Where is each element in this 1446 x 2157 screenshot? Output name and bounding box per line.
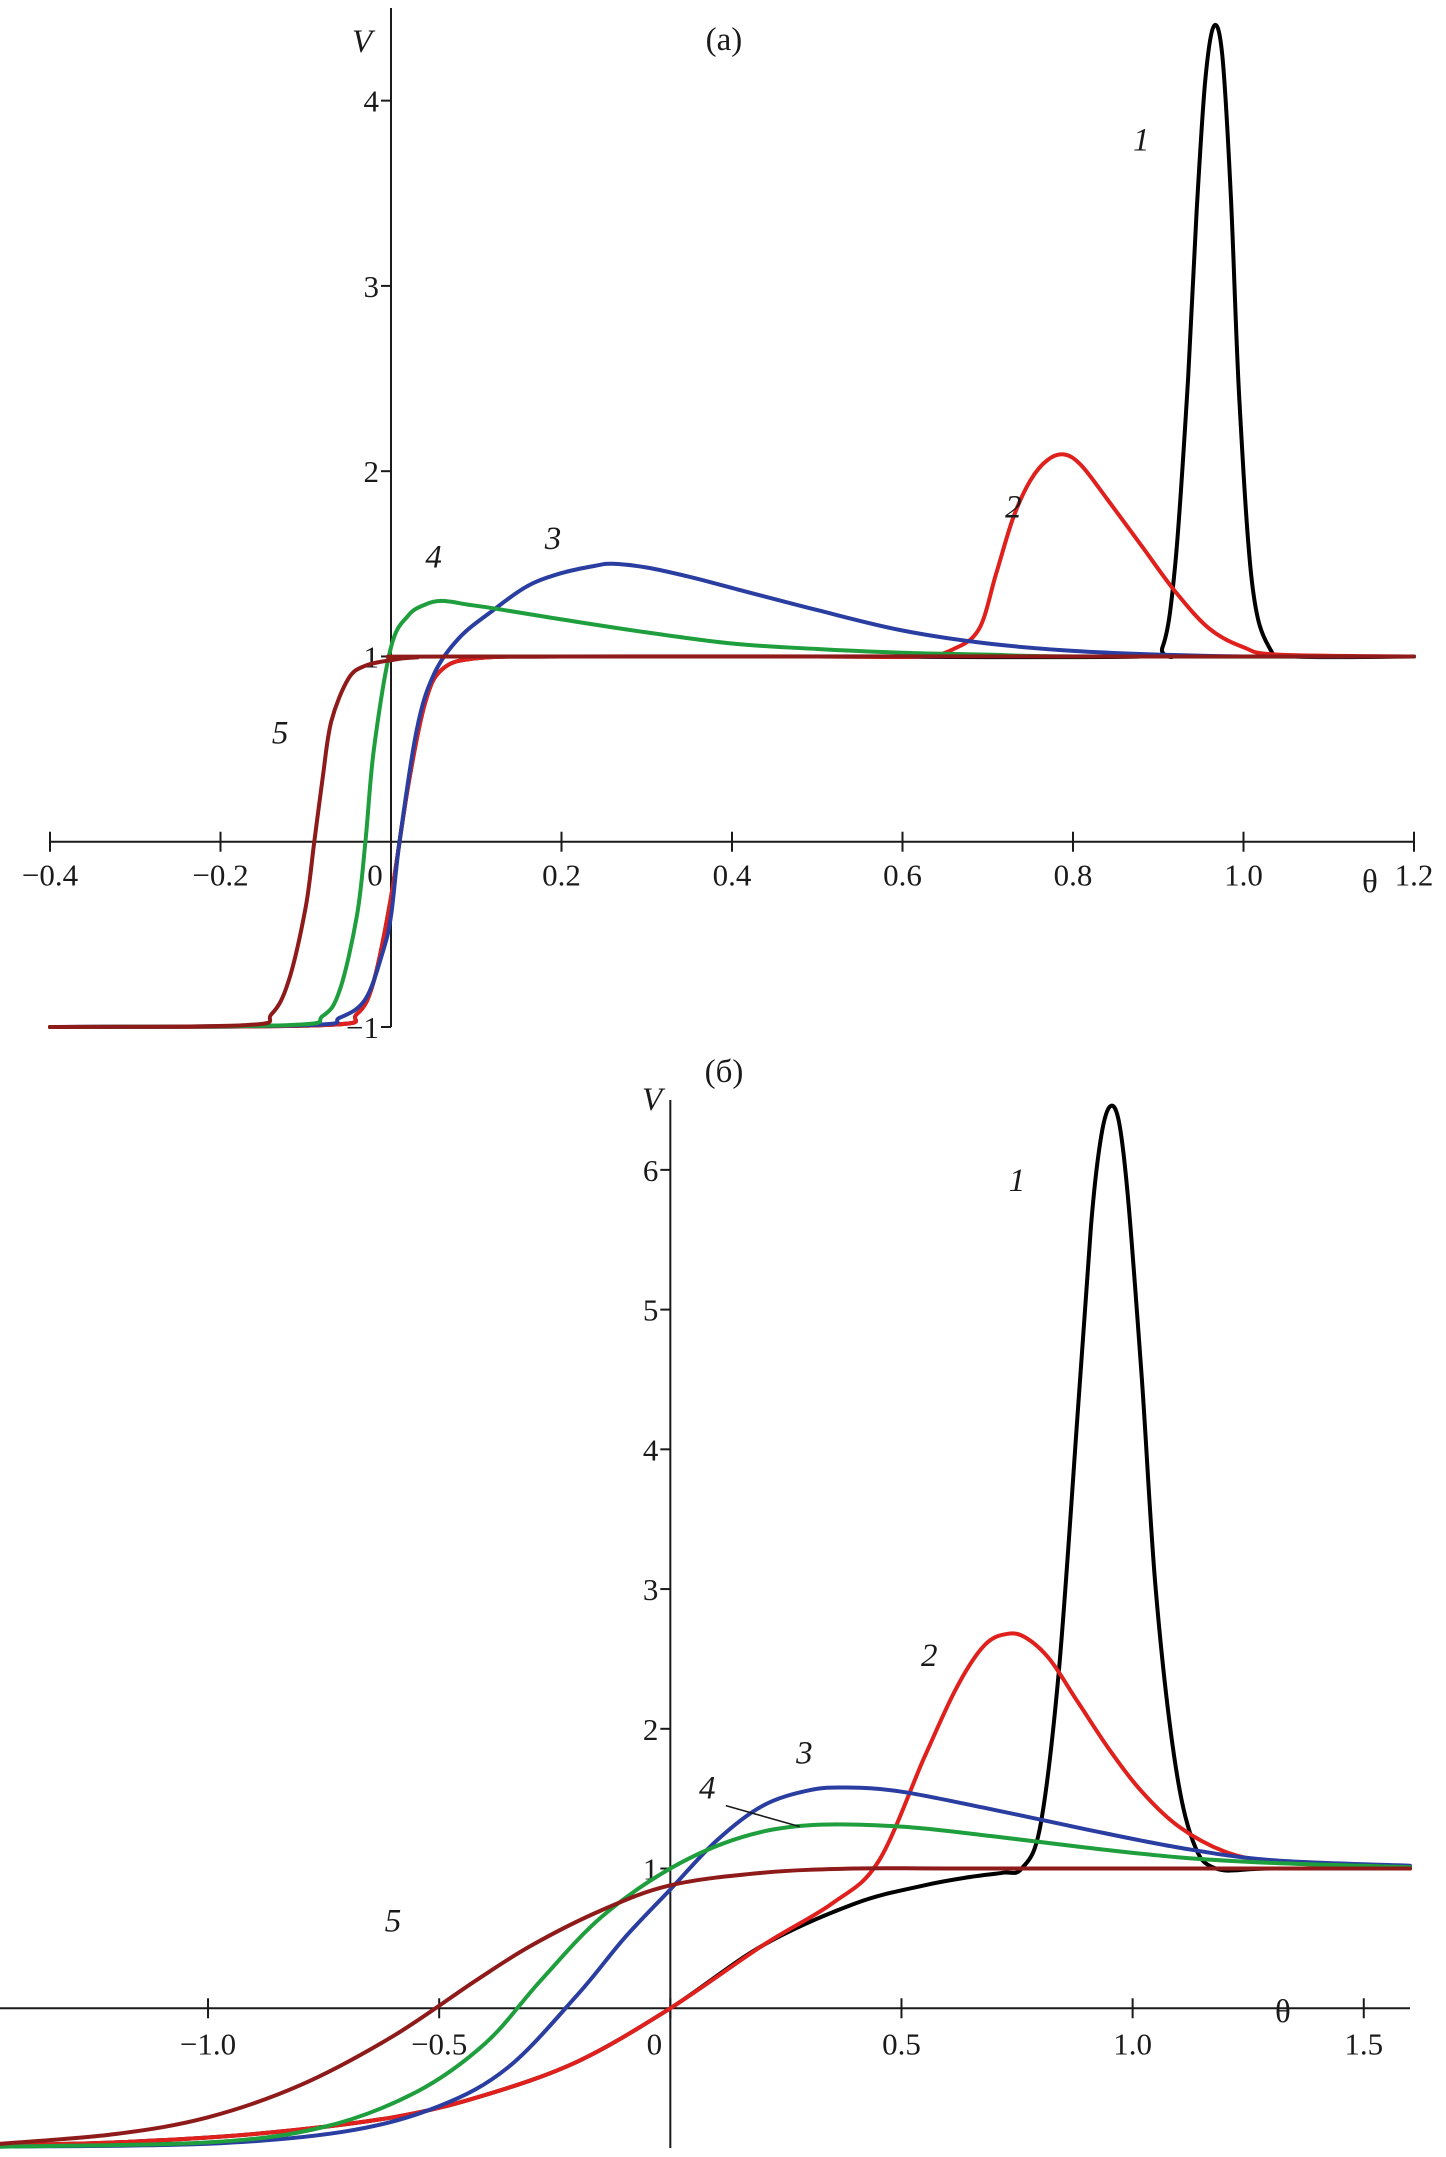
panel-a-x-tick-label: 0.4 — [713, 858, 752, 893]
panel-a-y-tick-label: −1 — [346, 1010, 379, 1045]
panel-a-curve-label-1: 1 — [1133, 123, 1150, 159]
panel-b-panel-label: (б) — [705, 1054, 744, 1090]
panel-b-curve-label-1: 1 — [1009, 1163, 1026, 1199]
panel-b-y-tick-label: 6 — [643, 1153, 659, 1188]
panel-b-x-tick-label: 0.5 — [882, 2026, 921, 2061]
panel-a-series-5-line — [48, 654, 1416, 1029]
panel-b-x-tick-label: 1.0 — [1113, 2026, 1152, 2061]
panel-a-y-tick-label: 4 — [364, 84, 380, 119]
panel-a-series-3-line — [48, 561, 1416, 1029]
panel-b-curve-label-5: 5 — [385, 1903, 402, 1939]
panel-a-y-label: V — [352, 24, 376, 60]
panel-b-series-2-line — [0, 1631, 1412, 2148]
panel-b-y-tick-label: 2 — [643, 1712, 659, 1747]
panel-b-curve-label-3: 3 — [795, 1736, 813, 1772]
panel-b-curve-label-2: 2 — [921, 1638, 938, 1674]
panel-a-y-tick-label: 2 — [364, 454, 380, 489]
panel-b-series-4-line — [0, 1822, 1412, 2149]
panel-b-curve-4-leader — [725, 1804, 800, 1828]
panel-a-chart: −0.4 −0.2 0 0.2 0.4 0.6 0.8 1.0 1.2 −1 1 2 3 4 Vθ (a) 1 2… — [22, 8, 1433, 1045]
panel-a-x-tick-label: 0.2 — [542, 858, 581, 893]
panel-a-x-tick-label: 1.2 — [1395, 858, 1434, 893]
panel-b-x-tick-label: 1.5 — [1344, 2026, 1383, 2061]
panel-b-y-tick-label: 5 — [643, 1293, 659, 1328]
panel-a-curve-label-4: 4 — [425, 540, 442, 576]
panel-b-y-tick-label: 3 — [643, 1572, 659, 1607]
panel-b-x-tick-label: 0 — [647, 2026, 663, 2061]
panel-a-series-2-line — [48, 452, 1416, 1029]
panel-b-series-1-line — [0, 1103, 1412, 2148]
panel-a-x-tick-label: −0.4 — [22, 858, 79, 893]
panel-a-curve-label-3: 3 — [544, 521, 562, 557]
panel-a-x-tick-label: −0.2 — [192, 858, 248, 893]
panel-a-series-4-line — [48, 598, 1416, 1029]
panel-a-x-tick-label: 0.6 — [883, 858, 922, 893]
panel-a-x-tick-label: 0.8 — [1054, 858, 1093, 893]
panel-a-x-label: θ — [1362, 864, 1378, 900]
panel-b-x-tick-label: −1.0 — [180, 2026, 236, 2061]
panel-b-x-tick-label: −0.5 — [411, 2026, 467, 2061]
panel-a-x-tick-label: 0 — [367, 858, 383, 893]
panel-a-y-tick-label: 1 — [364, 639, 380, 674]
panel-a-curve-label-2: 2 — [1005, 490, 1022, 526]
panel-a-panel-label: (a) — [706, 22, 743, 58]
panel-b-y-tick-label: 4 — [643, 1432, 659, 1467]
panel-b-series-3-line — [0, 1785, 1412, 2149]
panel-b-curve-label-4: 4 — [699, 1771, 716, 1807]
panel-b-series-5-line — [0, 1866, 1412, 2146]
panel-b-x-label: θ — [1275, 1994, 1291, 2030]
panel-a-curve-label-5: 5 — [272, 716, 289, 752]
panel-b-y-label: V — [642, 1082, 666, 1118]
panel-a-y-tick-label: 3 — [364, 269, 380, 304]
panel-a-x-tick-label: 1.0 — [1224, 858, 1263, 893]
